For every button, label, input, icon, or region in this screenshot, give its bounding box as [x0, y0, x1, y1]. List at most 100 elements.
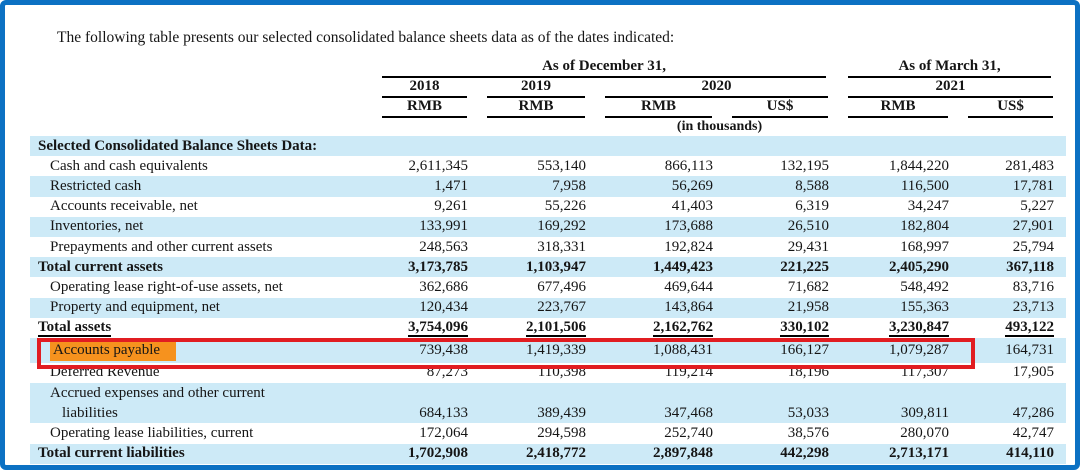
- cell-value: [598, 383, 725, 403]
- header-spacer: [30, 118, 375, 136]
- cell-value: 6,319: [725, 197, 841, 217]
- cell-value: 2,713,171: [841, 444, 961, 464]
- units-note: (in thousands): [598, 118, 841, 136]
- table-row: Cash and cash equivalents2,611,345553,14…: [30, 156, 1066, 176]
- cell-value: [375, 383, 480, 403]
- currency-header-2020-rmb: RMB: [598, 98, 725, 118]
- cell-value: 2,101,506: [480, 318, 598, 338]
- row-label: Accounts receivable, net: [30, 197, 375, 217]
- row-label: Cash and cash equivalents: [30, 156, 375, 176]
- currency-header-2018-rmb: RMB: [375, 98, 480, 118]
- group-header-mar31-label: As of March 31,: [848, 58, 1051, 78]
- cell-value: 3,173,785: [375, 257, 480, 277]
- cell-value: 1,103,947: [480, 257, 598, 277]
- cell-value: [725, 136, 841, 156]
- table-row: Accrued expenses and other current: [30, 383, 1066, 403]
- cell-value: 5,227: [961, 197, 1066, 217]
- row-label: Accounts payable: [30, 338, 375, 363]
- cell-value: 166,127: [725, 338, 841, 363]
- cell-value: 41,403: [598, 197, 725, 217]
- table-header: As of December 31, As of March 31, 2018 …: [30, 58, 1066, 136]
- table-row: Prepayments and other current assets248,…: [30, 237, 1066, 257]
- year-header-2019: 2019: [480, 78, 598, 98]
- table-row: Restricted cash1,4717,95856,2698,588116,…: [30, 176, 1066, 196]
- underlined-value: 3,754,096: [408, 320, 468, 337]
- cell-value: 309,811: [841, 403, 961, 423]
- cell-value: 280,070: [841, 423, 961, 443]
- cell-value: 2,162,762: [598, 318, 725, 338]
- cell-value: 1,088,431: [598, 338, 725, 363]
- cell-value: 38,576: [725, 423, 841, 443]
- header-spacer: [841, 118, 1066, 136]
- cell-value: 493,122: [961, 318, 1066, 338]
- table-row: Total assets 3,754,096 2,101,5062,162,762 3…: [30, 318, 1066, 338]
- cell-value: 866,113: [598, 156, 725, 176]
- intro-text: The following table presents our selecte…: [57, 27, 1060, 49]
- header-spacer: [30, 98, 375, 118]
- underlined-label: Total assets: [38, 320, 111, 337]
- cell-value: 87,273: [375, 363, 480, 383]
- cell-value: 23,713: [961, 298, 1066, 318]
- cell-value: 3,230,847: [841, 318, 961, 338]
- cell-value: 2,897,848: [598, 444, 725, 464]
- row-label: Total current liabilities: [30, 444, 375, 464]
- cell-value: [961, 383, 1066, 403]
- cell-value: 3,754,096: [375, 318, 480, 338]
- cell-value: 221,225: [725, 257, 841, 277]
- table-row: Accounts payable739,4381,419,3391,088,43…: [30, 338, 1066, 363]
- row-label: Inventories, net: [30, 217, 375, 237]
- row-label: Selected Consolidated Balance Sheets Dat…: [30, 136, 375, 156]
- cell-value: 548,492: [841, 277, 961, 297]
- cell-value: 1,702,908: [375, 444, 480, 464]
- cell-value: 29,431: [725, 237, 841, 257]
- row-label: Property and equipment, net: [30, 298, 375, 318]
- cell-value: 9,261: [375, 197, 480, 217]
- cell-value: 34,247: [841, 197, 961, 217]
- cell-value: 132,195: [725, 156, 841, 176]
- table-body: Selected Consolidated Balance Sheets Dat…: [30, 136, 1066, 464]
- currency-header-2021-rmb: RMB: [841, 98, 961, 118]
- year-header-2018: 2018: [375, 78, 480, 98]
- row-label: Operating lease liabilities, current: [30, 423, 375, 443]
- cell-value: 414,110: [961, 444, 1066, 464]
- row-label: Prepayments and other current assets: [30, 237, 375, 257]
- units-note-row: (in thousands): [30, 118, 1066, 136]
- row-label: Accrued expenses and other current: [30, 383, 375, 403]
- table-row: Property and equipment, net120,434223,76…: [30, 298, 1066, 318]
- cell-value: 318,331: [480, 237, 598, 257]
- cell-value: 172,064: [375, 423, 480, 443]
- cell-value: 223,767: [480, 298, 598, 318]
- cell-value: 281,483: [961, 156, 1066, 176]
- table-row: Operating lease liabilities, current172,…: [30, 423, 1066, 443]
- currency-header-2019-rmb: RMB: [480, 98, 598, 118]
- cell-value: 1,449,423: [598, 257, 725, 277]
- currency-header-2021-usd: US$: [961, 98, 1066, 118]
- cell-value: 362,686: [375, 277, 480, 297]
- underlined-value: 3,230,847: [889, 320, 949, 337]
- cell-value: 26,510: [725, 217, 841, 237]
- year-header-row: 2018 2019 2020 2021: [30, 78, 1066, 98]
- cell-value: 25,794: [961, 237, 1066, 257]
- group-header-dec31: As of December 31,: [375, 58, 841, 78]
- cell-value: 294,598: [480, 423, 598, 443]
- cell-value: 1,419,339: [480, 338, 598, 363]
- table-row: Total current liabilities1,702,9082,418,…: [30, 444, 1066, 464]
- cell-value: 2,405,290: [841, 257, 961, 277]
- row-label: Restricted cash: [30, 176, 375, 196]
- cell-value: 173,688: [598, 217, 725, 237]
- cell-value: 252,740: [598, 423, 725, 443]
- cell-value: 17,905: [961, 363, 1066, 383]
- cell-value: [480, 383, 598, 403]
- cell-value: 119,214: [598, 363, 725, 383]
- cell-value: [375, 136, 480, 156]
- underlined-value: 493,122: [1005, 320, 1054, 337]
- cell-value: 143,864: [598, 298, 725, 318]
- cell-value: 168,997: [841, 237, 961, 257]
- cell-value: 442,298: [725, 444, 841, 464]
- cell-value: 53,033: [725, 403, 841, 423]
- cell-value: [725, 383, 841, 403]
- table-row: Operating lease right-of-use assets, net…: [30, 277, 1066, 297]
- row-label: Total current assets: [30, 257, 375, 277]
- cell-value: 164,731: [961, 338, 1066, 363]
- cell-value: 110,398: [480, 363, 598, 383]
